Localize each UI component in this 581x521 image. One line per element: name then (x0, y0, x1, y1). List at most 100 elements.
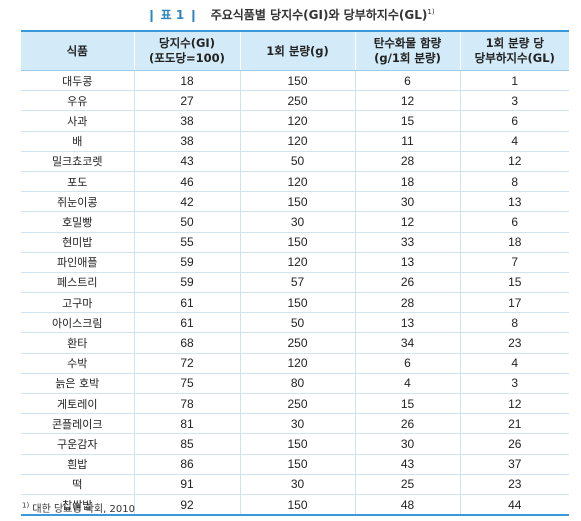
food-name-cell: 사과 (21, 110, 134, 132)
value-cell: 250 (239, 332, 355, 354)
column-header: 탄수화물 함량 (g/1회 분량) (354, 30, 460, 71)
value-cell: 6 (459, 110, 569, 132)
value-cell: 6 (354, 70, 460, 92)
value-cell: 27 (133, 90, 240, 112)
value-cell: 12 (354, 90, 460, 112)
table-header: 식품 당지수(GI) (포도당=100) 1회 분량(g) 탄수화물 함량 (g/1회 분… (21, 30, 569, 71)
value-cell: 8 (459, 312, 569, 334)
value-cell: 7 (459, 252, 569, 273)
food-name-cell: 늙은 호박 (21, 373, 134, 395)
table-row: 밀크쵸코렛 43 50 28 12 (21, 151, 569, 172)
table-row: 현미밥 55 150 33 18 (21, 232, 569, 253)
caption-footnote-mark: 1) (427, 8, 435, 16)
value-cell: 4 (354, 373, 460, 395)
value-cell: 25 (354, 474, 460, 495)
table-row: 환타 68 250 34 23 (21, 332, 569, 354)
value-cell: 78 (133, 393, 240, 415)
table-row: 게토레이 78 250 15 12 (21, 393, 569, 415)
food-name-cell: 흰밥 (21, 454, 134, 475)
column-header: 당지수(GI) (포도당=100) (133, 30, 240, 71)
value-cell: 18 (354, 171, 460, 193)
value-cell: 120 (239, 131, 355, 152)
value-cell: 12 (354, 211, 460, 233)
value-cell: 68 (133, 332, 240, 354)
food-name-cell: 포도 (21, 171, 134, 193)
value-cell: 3 (459, 373, 569, 395)
column-header-line1: 탄수화물 함량 (373, 36, 442, 50)
value-cell: 18 (459, 232, 569, 253)
value-cell: 80 (239, 373, 355, 395)
food-name-cell: 배 (21, 131, 134, 152)
value-cell: 91 (133, 474, 240, 495)
value-cell: 150 (239, 191, 355, 213)
value-cell: 150 (239, 292, 355, 314)
value-cell: 150 (239, 494, 355, 517)
food-name-cell: 호밀빵 (21, 211, 134, 233)
value-cell: 23 (459, 332, 569, 354)
value-cell: 85 (133, 433, 240, 455)
food-name-cell: 콘플레이크 (21, 413, 134, 435)
footnote: 1) 대한 당뇨병 학회, 2010 (22, 500, 135, 515)
value-cell: 57 (239, 272, 355, 294)
food-name-cell: 수박 (21, 353, 134, 374)
value-cell: 50 (239, 151, 355, 172)
food-name-cell: 밀크쵸코렛 (21, 151, 134, 172)
food-name-cell: 떡 (21, 474, 134, 495)
value-cell: 15 (354, 393, 460, 415)
value-cell: 17 (459, 292, 569, 314)
value-cell: 43 (133, 151, 240, 172)
value-cell: 13 (354, 312, 460, 334)
value-cell: 81 (133, 413, 240, 435)
value-cell: 8 (459, 171, 569, 193)
value-cell: 4 (459, 131, 569, 152)
value-cell: 26 (354, 272, 460, 294)
value-cell: 46 (133, 171, 240, 193)
food-name-cell: 고구마 (21, 292, 134, 314)
value-cell: 37 (459, 454, 569, 475)
value-cell: 4 (459, 353, 569, 374)
value-cell: 30 (239, 211, 355, 233)
value-cell: 150 (239, 232, 355, 253)
table-row: 늙은 호박 75 80 4 3 (21, 373, 569, 395)
column-header-line2: 당부하지수(GL) (474, 51, 555, 65)
value-cell: 150 (239, 70, 355, 92)
food-name-cell: 아이스크림 (21, 312, 134, 334)
table-row: 대두콩 18 150 6 1 (21, 70, 569, 92)
food-name-cell: 현미밥 (21, 232, 134, 253)
column-header-line1: 1회 분량(g) (266, 43, 329, 58)
value-cell: 120 (239, 110, 355, 132)
value-cell: 18 (133, 70, 240, 92)
value-cell: 250 (239, 393, 355, 415)
table-caption: ❙ 표 1 ❙ 주요식품별 당지수(GI)와 당부하지수(GL)1) (0, 6, 581, 23)
value-cell: 55 (133, 232, 240, 253)
table-row: 떡 91 30 25 23 (21, 474, 569, 495)
value-cell: 38 (133, 110, 240, 132)
header-row: 식품 당지수(GI) (포도당=100) 1회 분량(g) 탄수화물 함량 (g/1회 분… (21, 30, 569, 71)
table-body: 대두콩 18 150 6 1 우유 27 250 12 3 사과 38 120 15 6 배 38 120 11 4 밀… (21, 70, 569, 517)
value-cell: 61 (133, 292, 240, 314)
table-row: 쥐눈이콩 42 150 30 13 (21, 191, 569, 213)
column-header-line1: 1회 분량 당 (485, 36, 544, 50)
value-cell: 13 (459, 191, 569, 213)
value-cell: 59 (133, 252, 240, 273)
table-row: 아이스크림 61 50 13 8 (21, 312, 569, 334)
value-cell: 11 (354, 131, 460, 152)
value-cell: 59 (133, 272, 240, 294)
value-cell: 6 (354, 353, 460, 374)
value-cell: 6 (459, 211, 569, 233)
food-name-cell: 환타 (21, 332, 134, 354)
glycemic-index-table: 식품 당지수(GI) (포도당=100) 1회 분량(g) 탄수화물 함량 (g/1회 분… (21, 30, 569, 517)
value-cell: 12 (459, 393, 569, 415)
value-cell: 13 (354, 252, 460, 273)
value-cell: 30 (239, 474, 355, 495)
table-title: 주요식품별 당지수(GI)와 당부하지수(GL) (210, 8, 428, 22)
table-row: 호밀빵 50 30 12 6 (21, 211, 569, 233)
value-cell: 120 (239, 353, 355, 374)
value-cell: 28 (354, 292, 460, 314)
value-cell: 120 (239, 252, 355, 273)
value-cell: 21 (459, 413, 569, 435)
table-row: 콘플레이크 81 30 26 21 (21, 413, 569, 435)
table-row: 고구마 61 150 28 17 (21, 292, 569, 314)
food-name-cell: 구운감자 (21, 433, 134, 455)
column-header: 1회 분량 당 당부하지수(GL) (459, 30, 569, 71)
